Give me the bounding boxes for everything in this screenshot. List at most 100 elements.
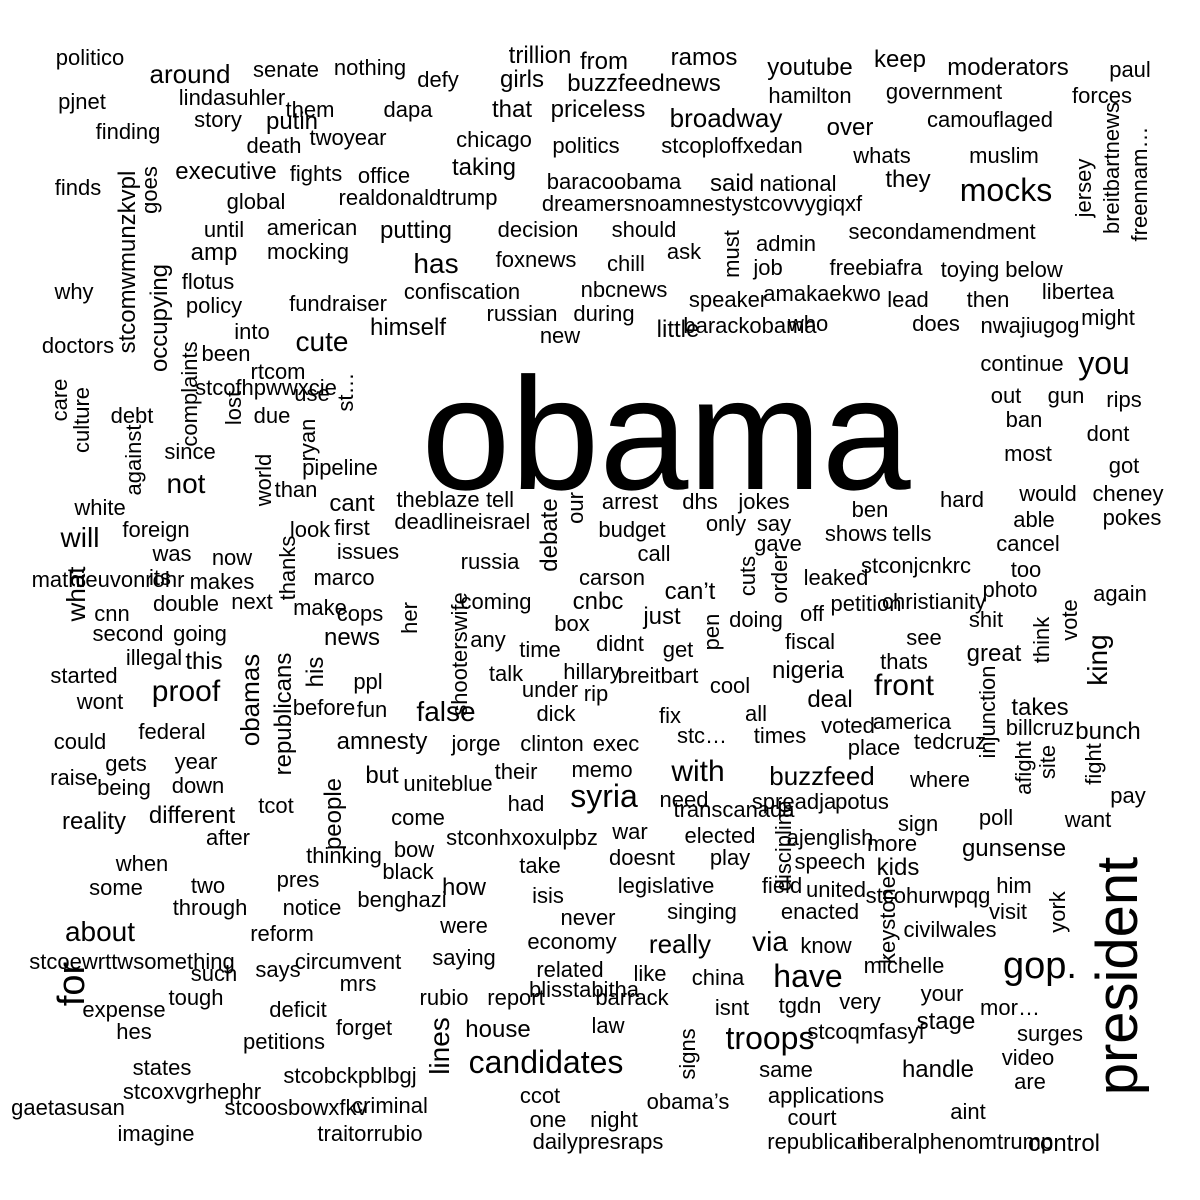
cloud-word: ppl [353, 669, 383, 694]
cloud-word: video [1001, 1045, 1055, 1070]
cloud-word: notice [282, 895, 342, 920]
cloud-word: america [872, 709, 952, 734]
cloud-word: republican [767, 1129, 869, 1154]
cloud-word: imagine [117, 1121, 195, 1146]
cloud-word: has [413, 248, 459, 279]
cloud-word: order [767, 552, 792, 604]
cloud-word: report [487, 985, 545, 1010]
cloud-word: debt [110, 403, 154, 428]
cloud-word: memo [571, 757, 633, 782]
cloud-word: thats [880, 649, 928, 674]
cloud-word: war [612, 819, 648, 844]
cloud-word: gets [105, 751, 147, 776]
cloud-word: trillion [508, 42, 572, 69]
cloud-word: rubio [419, 985, 469, 1010]
cloud-word: over [826, 114, 874, 141]
cloud-word: get [662, 637, 694, 662]
cloud-word: during [573, 301, 635, 326]
cloud-word: cheney [1092, 481, 1164, 506]
cloud-word: year [174, 749, 218, 774]
cloud-word: nbcnews [580, 277, 668, 302]
cloud-word: first [334, 515, 370, 540]
cloud-word: toying [940, 257, 1000, 282]
cloud-word: since [164, 439, 216, 464]
cloud-word: russian [486, 301, 558, 326]
cloud-word: raise [50, 765, 98, 790]
cloud-word: dhs [682, 489, 718, 514]
cloud-word: night [590, 1107, 638, 1132]
cloud-word: able [1013, 507, 1055, 532]
cloud-word: off [799, 601, 825, 626]
cloud-word: stconhxoxulpbz [446, 825, 598, 850]
cloud-word: rip [583, 681, 609, 706]
cloud-word: leaked [803, 565, 869, 590]
cloud-word: pokes [1102, 505, 1162, 530]
cloud-word: next [231, 589, 273, 614]
cloud-word: make [293, 595, 347, 620]
cloud-word: amp [190, 239, 238, 266]
cloud-word: confiscation [403, 279, 521, 304]
cloud-word: marco [313, 565, 375, 590]
cloud-word: related [536, 957, 604, 982]
cloud-word: stcoqmfasyf [807, 1019, 925, 1044]
cloud-word: federal [138, 719, 206, 744]
cloud-word: theblaze [396, 487, 480, 512]
cloud-word: her [397, 602, 422, 634]
cloud-word: deal [807, 686, 853, 713]
cloud-word: cuts [735, 555, 760, 597]
cloud-word: michelle [863, 953, 945, 978]
cloud-word: black [382, 859, 434, 884]
cloud-word: call [637, 541, 671, 566]
cloud-word: vote [1057, 599, 1082, 641]
cloud-word: such [190, 961, 238, 986]
cloud-word: pipeline [302, 455, 378, 480]
cloud-word: moderators [947, 54, 1069, 81]
cloud-word: mrs [339, 971, 377, 996]
cloud-word: keystone [875, 875, 900, 965]
cloud-word: broadway [669, 103, 783, 133]
cloud-word: applications [767, 1083, 885, 1108]
cloud-word: finds [54, 175, 102, 200]
cloud-word: most [1004, 441, 1052, 466]
cloud-word: lines [424, 1017, 455, 1075]
cloud-word: this [185, 648, 223, 675]
cloud-word: buzzfeednews [567, 70, 721, 97]
cloud-word: doing [729, 607, 783, 632]
cloud-word: have [773, 958, 843, 994]
cloud-word: dreamersnoamnestystcovvygiqxf [541, 191, 863, 216]
cloud-word: youtube [767, 54, 853, 81]
cloud-word: hillary [563, 659, 621, 684]
cloud-word: forces [1072, 83, 1132, 108]
cloud-word: him [996, 873, 1032, 898]
cloud-word: dailypresraps [532, 1129, 664, 1154]
cloud-word: news [323, 624, 381, 651]
cloud-word: culture [69, 386, 94, 454]
cloud-word: hamilton [768, 83, 852, 108]
cloud-word: are [1014, 1069, 1046, 1094]
cloud-word: united [806, 877, 866, 902]
cloud-word: issues [336, 539, 400, 564]
cloud-word: thanks [275, 535, 300, 601]
cloud-word: false [416, 696, 476, 727]
cloud-word: dick [536, 701, 576, 726]
cloud-word: mocking [267, 239, 349, 264]
cloud-word: rips [1106, 387, 1142, 412]
cloud-word: putting [379, 217, 453, 244]
cloud-word: nigeria [771, 657, 845, 684]
cloud-word: civilwales [903, 917, 997, 942]
cloud-word: surges [1016, 1021, 1084, 1046]
cloud-word: foxnews [495, 247, 577, 272]
cloud-word: being [97, 775, 151, 800]
cloud-word: through [172, 895, 248, 920]
cloud-word: tcot [258, 793, 294, 818]
cloud-word: handle [901, 1056, 975, 1083]
cloud-word: new [539, 323, 581, 348]
cloud-word: uniteblue [403, 771, 493, 796]
cloud-word: says [255, 957, 301, 982]
cloud-word: isis [532, 883, 564, 908]
cloud-word: ramos [670, 44, 738, 71]
cloud-word: tell [485, 487, 515, 512]
cloud-word: barrack [595, 985, 669, 1010]
cloud-word: forget [335, 1015, 393, 1040]
cloud-word: secondamendment [848, 219, 1036, 244]
